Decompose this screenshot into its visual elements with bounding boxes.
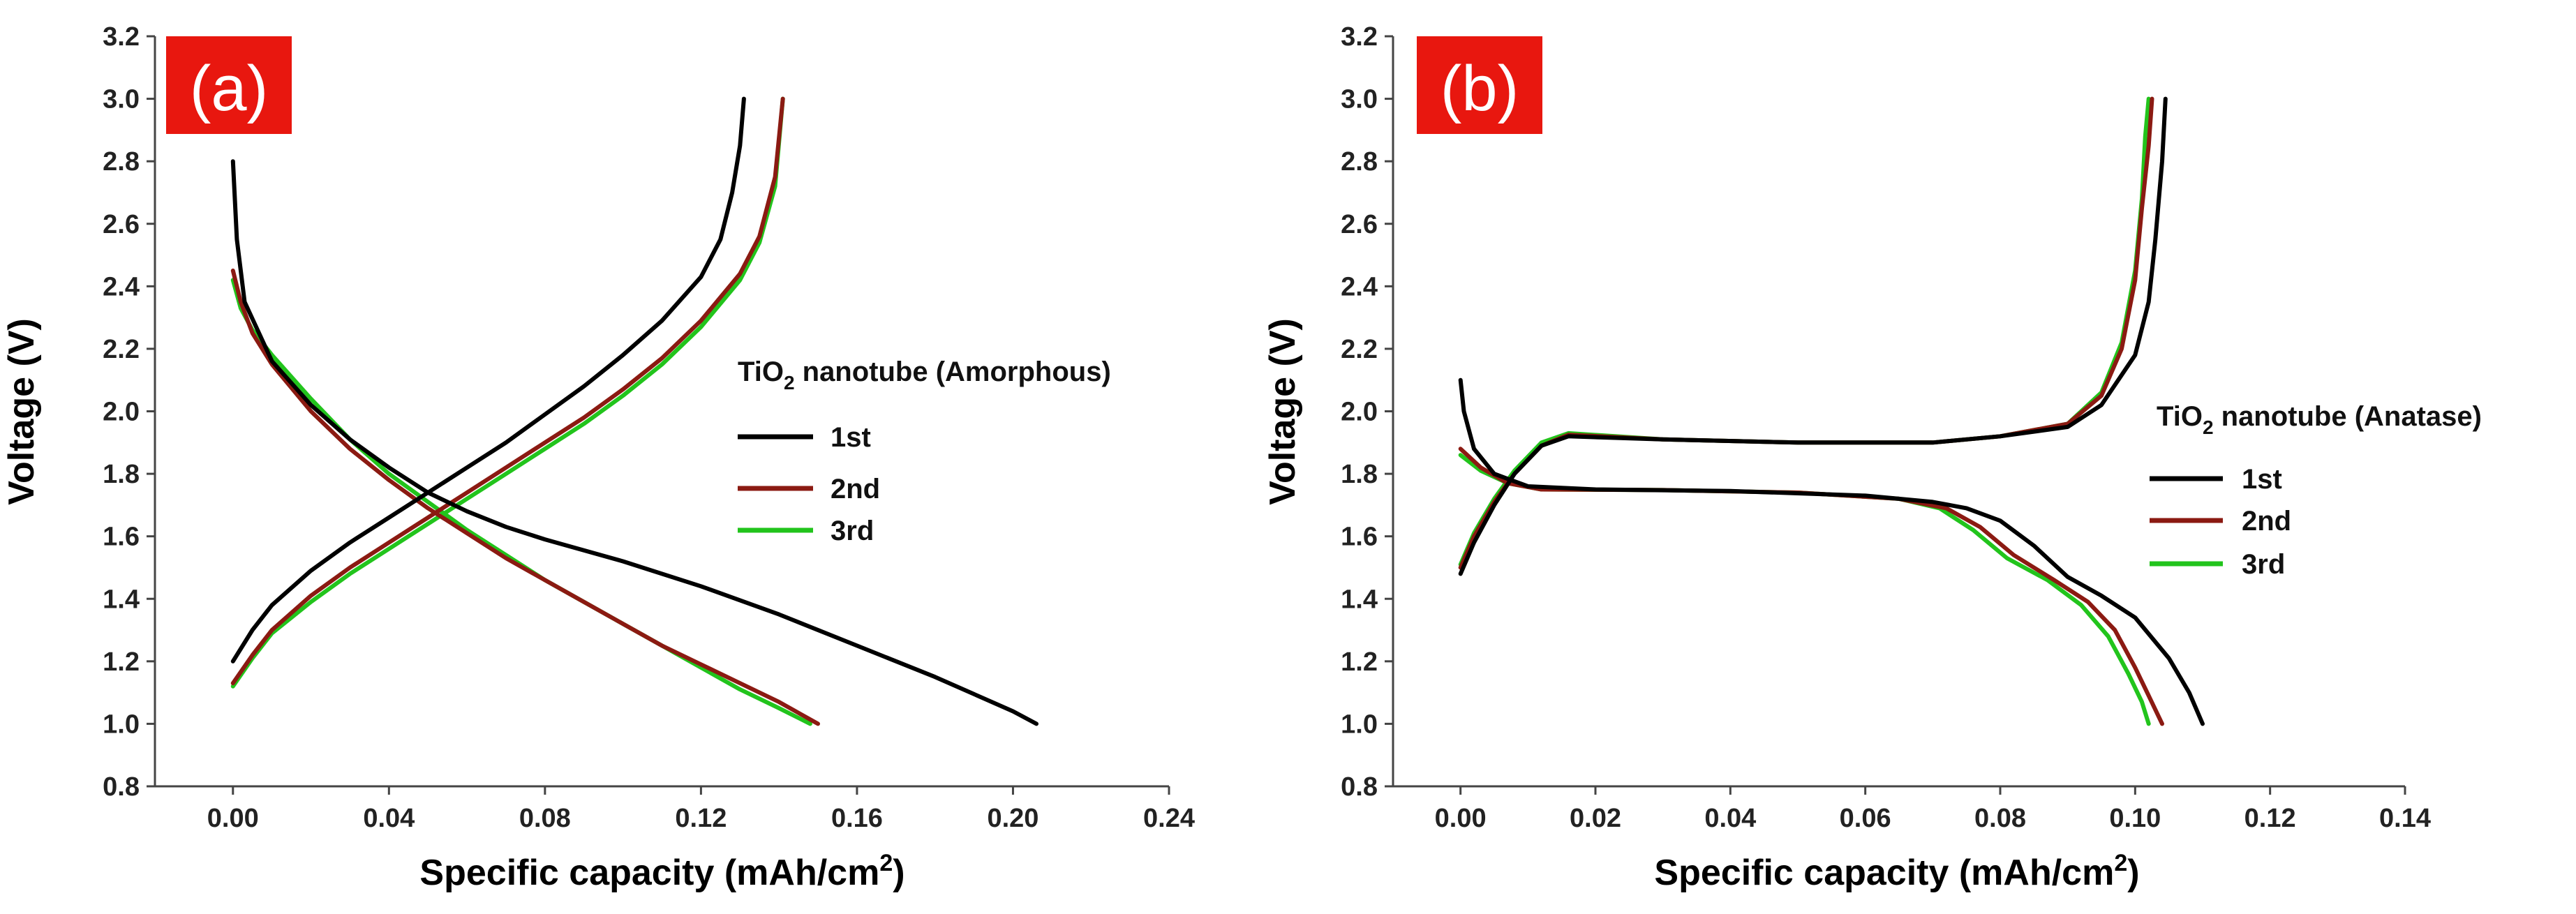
panel-a-series-1st-discharge-line [230, 159, 1038, 726]
panel-a-x-axis-title-main: Specific capacity (mAh/cm [419, 853, 879, 893]
panel-a-x-tick-label: 0.20 [987, 804, 1038, 833]
panel-b-x-axis-title-main: Specific capacity (mAh/cm [1654, 853, 2114, 893]
panel-a-x-tick-label: 0.08 [519, 804, 571, 833]
panel-b-legend-label-1st: 1st [2242, 464, 2282, 495]
panel-b-x-axis-title: Specific capacity (mAh/cm2) [1654, 850, 2139, 893]
panel-a-legend-title: TiO2 nanotube (Amorphous) [738, 357, 1111, 394]
panel-a-x-axis-title-tail: ) [893, 853, 904, 893]
panel-b-x-tick-label: 0.00 [1435, 804, 1487, 833]
panel-a-y-tick-label: 3.2 [103, 22, 140, 52]
panel-a-x-axis-title: Specific capacity (mAh/cm2) [419, 850, 904, 893]
panel-a-y-tick-label: 1.8 [103, 460, 140, 489]
panel-b-legend-title-sub: 2 [2203, 417, 2214, 438]
panel-a-y-tick-label: 1.4 [103, 585, 140, 614]
panel-b-x-tick-label: 0.04 [1704, 804, 1756, 833]
panel-b-x-tick-label: 0.08 [1974, 804, 2026, 833]
panel-a-y-tick-label: 2.4 [103, 272, 140, 301]
panel-a-legend-label-1st: 1st [831, 422, 871, 453]
panel-b-legend-title-main: TiO [2157, 401, 2203, 432]
panel-a-y-tick-label: 2.6 [103, 210, 140, 239]
panel-a-legend-title-main: TiO [738, 357, 784, 387]
panel-b-x-tick-label: 0.10 [2109, 804, 2161, 833]
panel-b-series-1st-charge-line [1458, 96, 2168, 576]
panel-b-y-tick-label: 0.8 [1341, 772, 1378, 802]
panel-b-series-1st-discharge-line [1458, 377, 2205, 726]
panel-a-legend: TiO2 nanotube (Amorphous) 1st 2nd 3rd [738, 357, 1111, 546]
panel-a-legend-title-sub: 2 [784, 372, 795, 394]
panel-b-legend: TiO2 nanotube (Anatase) 1st 2nd 3rd [2150, 401, 2482, 580]
panel-b-y-tick-label: 2.4 [1341, 272, 1378, 301]
panel-b: 0.00 0.02 0.04 0.06 0.08 0.10 0.12 0.14 0.8 1.0 1… [1263, 22, 2482, 893]
panel-b-y-tick-label: 1.8 [1341, 460, 1378, 489]
panel-b-x-tick-label: 0.14 [2379, 804, 2431, 833]
panel-a-series-3rd-charge-line [230, 96, 785, 689]
panel-a-y-tick-label: 2.8 [103, 147, 140, 177]
panel-a-y-tick-label: 1.0 [103, 710, 140, 739]
panel-a-x-tick-label: 0.00 [207, 804, 259, 833]
panel-a-series-1st-charge-line [230, 96, 746, 664]
panel-b-legend-label-3rd: 3rd [2242, 549, 2285, 580]
panel-a-label: (a) [190, 53, 268, 124]
panel-b-x-tick-label: 0.06 [1840, 804, 1891, 833]
panel-b-x-tick-label: 0.02 [1570, 804, 1621, 833]
panel-a-plot-area [230, 96, 1038, 726]
panel-b-y-ticks: 0.8 1.0 1.2 1.4 1.6 1.8 2.0 2.2 2.4 2.6 2.8 3.0 3.2 [1341, 22, 1393, 802]
panel-a-y-tick-label: 2.0 [103, 398, 140, 427]
panel-a-y-tick-label: 1.6 [103, 523, 140, 552]
panel-b-y-tick-label: 1.0 [1341, 710, 1378, 739]
panel-a-x-tick-label: 0.16 [831, 804, 883, 833]
panel-a-badge [166, 36, 292, 134]
panel-b-y-axis-title: Voltage (V) [1263, 318, 1303, 505]
panel-a-legend-label-2nd: 2nd [831, 474, 880, 504]
panel-b-y-tick-label: 2.8 [1341, 147, 1378, 177]
panel-a-legend-title-rest: nanotube (Amorphous) [795, 357, 1111, 387]
panel-b-y-tick-label: 1.4 [1341, 585, 1378, 614]
panel-b-x-axis-title-tail: ) [2127, 853, 2139, 893]
panel-b-y-tick-label: 1.2 [1341, 647, 1378, 677]
panel-a-series-2nd-charge-line [230, 96, 785, 686]
panel-a-y-tick-label: 0.8 [103, 772, 140, 802]
panel-a-x-axis-title-sup: 2 [879, 850, 893, 876]
panel-a-y-tick-label: 3.0 [103, 85, 140, 114]
panel-b-y-tick-label: 3.0 [1341, 85, 1378, 114]
panel-b-y-tick-label: 2.6 [1341, 210, 1378, 239]
panel-a-x-tick-label: 0.12 [675, 804, 727, 833]
panel-b-y-tick-label: 2.0 [1341, 398, 1378, 427]
panel-a-x-ticks: 0.00 0.04 0.08 0.12 0.16 0.20 0.24 [207, 786, 1195, 833]
panel-b-x-ticks: 0.00 0.02 0.04 0.06 0.08 0.10 0.12 0.14 [1435, 786, 2431, 833]
panel-b-x-tick-label: 0.12 [2244, 804, 2296, 833]
panel-a-y-axis-title: Voltage (V) [1, 318, 42, 505]
panel-b-label: (b) [1440, 53, 1519, 124]
panel-b-y-tick-label: 3.2 [1341, 22, 1378, 52]
panel-b-badge [1417, 36, 1542, 134]
panel-b-legend-label-2nd: 2nd [2242, 506, 2291, 537]
panel-b-y-tick-label: 1.6 [1341, 523, 1378, 552]
panel-a-y-tick-label: 2.2 [103, 335, 140, 364]
panel-a-x-tick-label: 0.24 [1143, 804, 1195, 833]
panel-b-legend-title: TiO2 nanotube (Anatase) [2157, 401, 2482, 438]
panel-a-x-tick-label: 0.04 [363, 804, 415, 833]
panel-a-y-tick-label: 1.2 [103, 647, 140, 677]
panel-b-legend-title-rest: nanotube (Anatase) [2214, 401, 2482, 432]
panel-b-y-tick-label: 2.2 [1341, 335, 1378, 364]
panel-a-y-ticks: 0.8 1.0 1.2 1.4 1.6 1.8 2.0 2.2 2.4 2.6 2.8 3.0 3.2 [103, 22, 155, 802]
panel-b-x-axis-title-sup: 2 [2114, 850, 2127, 876]
panel-a-legend-label-3rd: 3rd [831, 516, 874, 546]
panel-b-plot-area [1458, 96, 2205, 726]
